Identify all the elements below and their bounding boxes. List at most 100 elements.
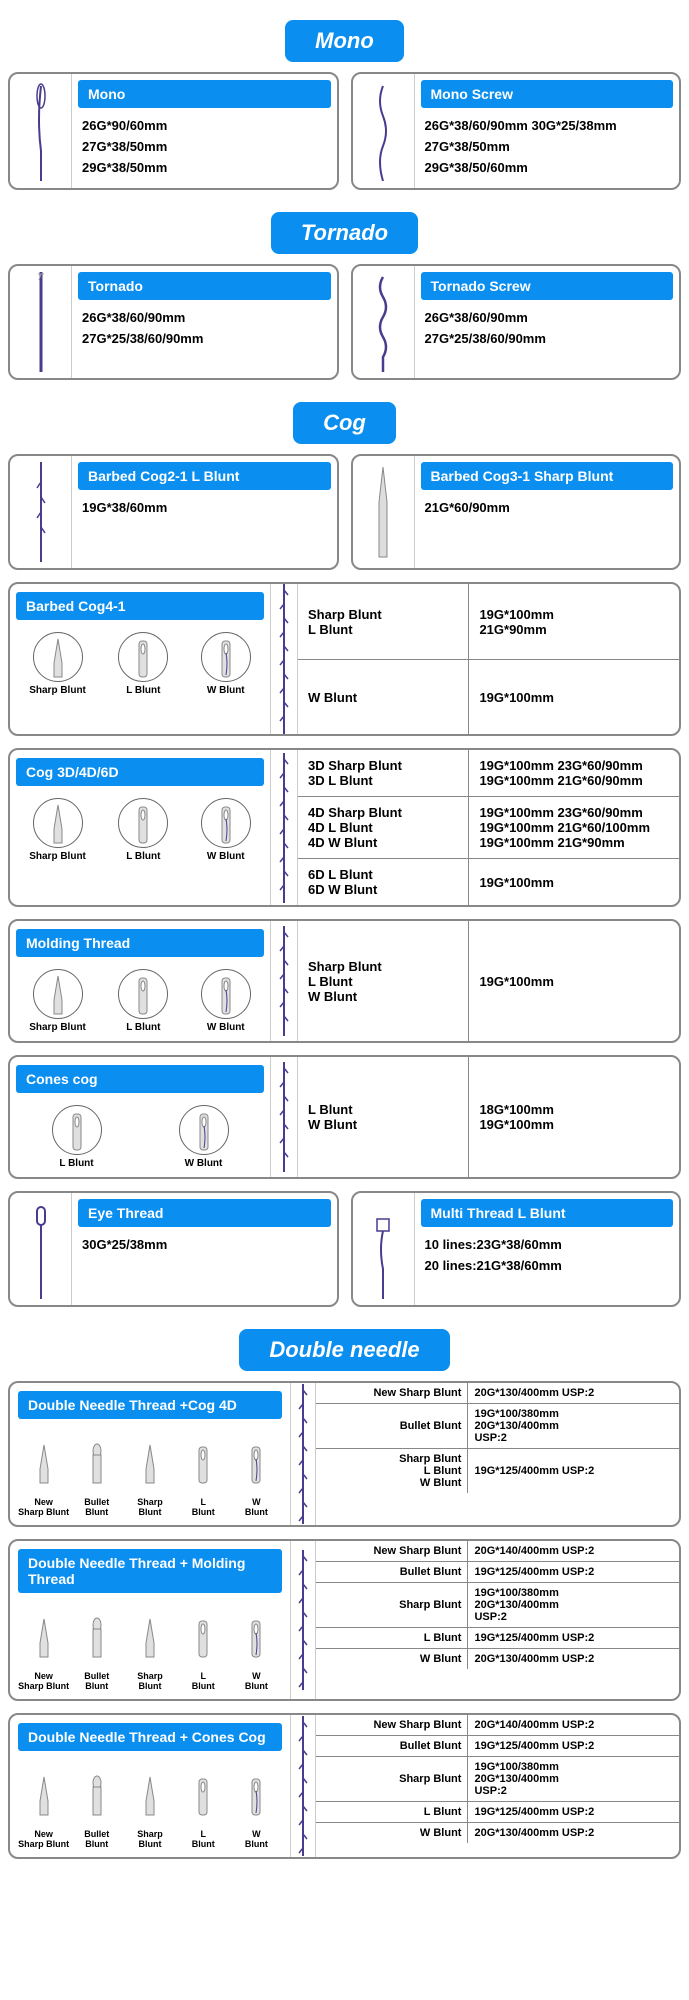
needle-icon [125, 1431, 175, 1495]
tornado-screw-thread-icon [353, 266, 415, 378]
tornado-card-0: Tornado 26G*38/60/90mm 27G*25/38/60/90mm [8, 264, 339, 380]
needle-icon [72, 1763, 122, 1827]
needle-icon-item: W Blunt [179, 1105, 229, 1169]
data-row: Sharp BluntL Blunt19G*100mm21G*90mm [298, 584, 679, 660]
dn-value: 20G*130/400mm USP:2 [468, 1649, 679, 1669]
needle-icon [125, 1763, 175, 1827]
dn-value: 20G*140/400mm USP:2 [468, 1715, 679, 1735]
data-label: Sharp BluntL Blunt [298, 584, 469, 659]
mono-card-0: Mono 26G*90/60mm 27G*38/50mm 29G*38/50mm [8, 72, 339, 190]
dn-label: New Sharp Blunt [316, 1715, 468, 1735]
dn-card: Double Needle Thread + Cones CogNewSharp… [8, 1713, 681, 1859]
dn-label: W Blunt [316, 1823, 468, 1843]
needle-icon-item: L Blunt [118, 798, 168, 862]
needle-icon-item: W Blunt [201, 798, 251, 862]
thread-icon [270, 750, 298, 905]
needle-icon [19, 1763, 69, 1827]
needle-icon [231, 1431, 281, 1495]
data-label: 4D Sharp Blunt4D L Blunt4D W Blunt [298, 797, 469, 858]
needle-icon [178, 1605, 228, 1669]
section-double: Double needle [239, 1329, 449, 1371]
needle-icon-item: NewSharp Blunt [18, 1431, 69, 1517]
dn-label: Bullet Blunt [316, 1736, 468, 1756]
dn-label: New Sharp Blunt [316, 1383, 468, 1403]
dn-row: New Sharp Blunt20G*140/400mm USP:2 [316, 1541, 679, 1562]
needle-icon-item: WBlunt [231, 1431, 282, 1517]
mono-card-1: Mono Screw 26G*38/60/90mm 30G*25/38mm 27… [351, 72, 682, 190]
dn-row: New Sharp Blunt20G*130/400mm USP:2 [316, 1383, 679, 1404]
cog-card-1: Barbed Cog3-1 Sharp Blunt 21G*60/90mm [351, 454, 682, 570]
data-row: 4D Sharp Blunt4D L Blunt4D W Blunt19G*10… [298, 797, 679, 859]
needle-icon [33, 798, 83, 848]
data-label: 6D L Blunt6D W Blunt [298, 859, 469, 905]
needle-icon-item: L Blunt [118, 969, 168, 1033]
sub-title: Barbed Cog4-1 [16, 592, 264, 620]
sub-title: Molding Thread [16, 929, 264, 957]
sub-title: Cog 3D/4D/6D [16, 758, 264, 786]
dn-card: Double Needle Thread +Cog 4DNewSharp Blu… [8, 1381, 681, 1527]
eye-card-0: Eye Thread 30G*25/38mm [8, 1191, 339, 1307]
data-row: 3D Sharp Blunt3D L Blunt19G*100mm 23G*60… [298, 750, 679, 797]
card-specs: 10 lines:23G*38/60mm 20 lines:21G*38/60m… [415, 1231, 680, 1287]
dn-row: New Sharp Blunt20G*140/400mm USP:2 [316, 1715, 679, 1736]
data-value: 18G*100mm19G*100mm [469, 1057, 679, 1177]
cog-wide-card: Molding ThreadSharp BluntL BluntW BluntS… [8, 919, 681, 1043]
cog-wide-card: Cones cogL BluntW BluntL BluntW Blunt18G… [8, 1055, 681, 1179]
card-specs: 26G*38/60/90mm 30G*25/38mm 27G*38/50mm 2… [415, 112, 680, 188]
dn-value: 19G*100/380mm20G*130/400mmUSP:2 [468, 1404, 679, 1448]
dn-value: 19G*125/400mm USP:2 [468, 1449, 679, 1493]
multi-thread-icon [353, 1193, 415, 1305]
needle-icon [178, 1763, 228, 1827]
data-row: 6D L Blunt6D W Blunt19G*100mm [298, 859, 679, 905]
needle-icon-item: L Blunt [52, 1105, 102, 1169]
needle-icon-item: W Blunt [201, 969, 251, 1033]
dn-label: Sharp BluntL BluntW Blunt [316, 1449, 468, 1493]
cog-card-0: Barbed Cog2-1 L Blunt 19G*38/60mm [8, 454, 339, 570]
needle-icon-item: BulletBlunt [71, 1763, 122, 1849]
needle-icon [72, 1605, 122, 1669]
dn-value: 19G*125/400mm USP:2 [468, 1628, 679, 1648]
dn-row: Sharp Blunt19G*100/380mm20G*130/400mmUSP… [316, 1757, 679, 1802]
mono-screw-thread-icon [353, 74, 415, 188]
data-row: W Blunt19G*100mm [298, 660, 679, 735]
dn-value: 19G*125/400mm USP:2 [468, 1802, 679, 1822]
needle-sharp-icon [353, 456, 415, 568]
dn-label: Sharp Blunt [316, 1757, 468, 1801]
needle-icon-item: BulletBlunt [71, 1431, 122, 1517]
thread-icon [290, 1383, 316, 1525]
card-specs: 19G*38/60mm [72, 494, 337, 529]
needle-icon-item: LBlunt [178, 1605, 229, 1691]
mono-thread-icon [10, 74, 72, 188]
dn-label: Bullet Blunt [316, 1562, 468, 1582]
tornado-thread-icon [10, 266, 72, 378]
needle-icon [118, 798, 168, 848]
dn-value: 19G*125/400mm USP:2 [468, 1562, 679, 1582]
needle-icon [201, 798, 251, 848]
dn-value: 20G*140/400mm USP:2 [468, 1541, 679, 1561]
needle-icon [33, 632, 83, 682]
section-tornado: Tornado [271, 212, 418, 254]
card-title: Barbed Cog2-1 L Blunt [78, 462, 331, 490]
data-value: 19G*100mm 23G*60/90mm19G*100mm 21G*60/10… [469, 797, 679, 858]
dn-row: Sharp BluntL BluntW Blunt19G*125/400mm U… [316, 1449, 679, 1493]
eye-card-1: Multi Thread L Blunt 10 lines:23G*38/60m… [351, 1191, 682, 1307]
barbed-thread-icon [10, 456, 72, 568]
needle-icon-item: Sharp Blunt [29, 969, 86, 1033]
needle-icon [19, 1431, 69, 1495]
card-specs: 26G*90/60mm 27G*38/50mm 29G*38/50mm [72, 112, 337, 188]
cog-simple-row: Barbed Cog2-1 L Blunt 19G*38/60mm Barbed… [8, 454, 681, 570]
needle-icon-item: LBlunt [178, 1431, 229, 1517]
needle-icon [72, 1431, 122, 1495]
dn-row: W Blunt20G*130/400mm USP:2 [316, 1649, 679, 1669]
card-specs: 26G*38/60/90mm 27G*25/38/60/90mm [72, 304, 337, 360]
needle-icon [33, 969, 83, 1019]
data-value: 19G*100mm [469, 921, 679, 1041]
dn-value: 19G*100/380mm20G*130/400mmUSP:2 [468, 1757, 679, 1801]
card-title: Eye Thread [78, 1199, 331, 1227]
dn-row: L Blunt19G*125/400mm USP:2 [316, 1628, 679, 1649]
needle-icon [118, 632, 168, 682]
card-title: Tornado Screw [421, 272, 674, 300]
dn-value: 20G*130/400mm USP:2 [468, 1823, 679, 1843]
card-title: Barbed Cog3-1 Sharp Blunt [421, 462, 674, 490]
dn-row: W Blunt20G*130/400mm USP:2 [316, 1823, 679, 1843]
